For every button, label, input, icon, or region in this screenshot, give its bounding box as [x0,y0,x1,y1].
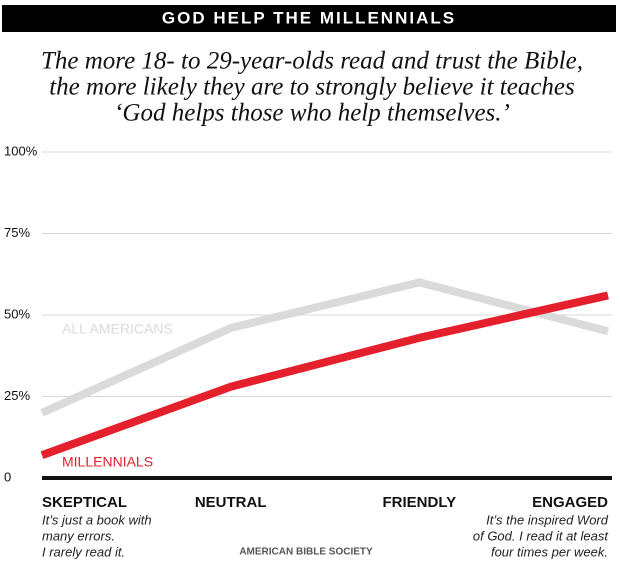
annotation: It’s the inspired Word [486,512,609,527]
x-tick-label: SKEPTICAL [42,494,127,511]
annotation: of God. I read it at least [473,528,610,543]
series-line [40,278,610,417]
series-line [40,291,609,459]
subtitle: the more likely they are to strongly bel… [49,74,575,101]
annotation: It’s just a book with [42,512,152,527]
y-tick-label: 75% [4,225,30,240]
series-label: ALL AMERICANS [62,321,173,337]
annotation: four times per week. [491,544,608,559]
y-tick-label: 0 [4,469,11,484]
x-tick-label: NEUTRAL [195,494,267,511]
x-tick-label: ENGAGED [532,494,608,511]
annotation: many errors. [42,528,115,543]
title-banner [2,5,616,32]
y-tick-label: 50% [4,306,30,321]
y-tick-label: 25% [4,388,30,403]
source: AMERICAN BIBLE SOCIETY [239,547,373,558]
subtitle: The more 18- to 29-year-olds read and tr… [41,48,583,75]
subtitle: ‘God helps those who help themselves.’ [114,100,510,127]
chart-title: GOD HELP THE MILLENNIALS [162,8,456,27]
y-tick-label: 100% [4,143,38,158]
series-label: MILLENNIALS [62,454,153,470]
annotation: I rarely read it. [42,544,125,559]
x-tick-label: FRIENDLY [383,494,457,511]
